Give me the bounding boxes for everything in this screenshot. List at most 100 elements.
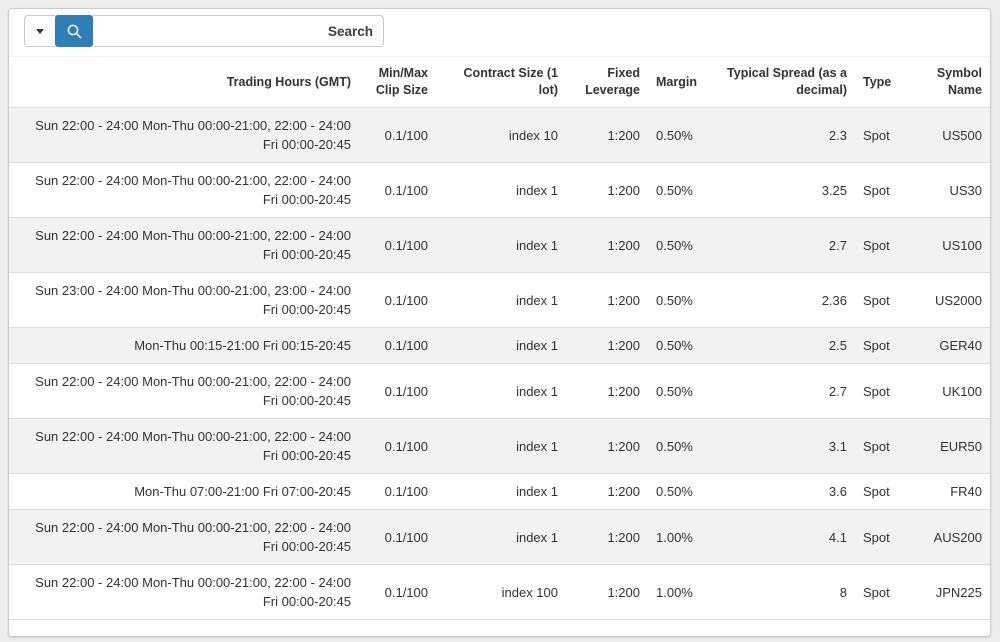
cell-contract: index 1 <box>436 272 566 328</box>
cell-spread: 2.7 <box>712 217 855 273</box>
cell-hours: Sun 23:00 - 24:00 Mon-Thu 00:00-21:00, 2… <box>9 272 359 328</box>
cell-hours: Sun 22:00 - 24:00 Mon-Thu 00:00-21:00, 2… <box>9 217 359 273</box>
cell-clip: 0.1/100 <box>359 509 436 565</box>
column-header-hours: Trading Hours (GMT) <box>9 56 359 108</box>
cell-margin: 0.50% <box>648 473 712 510</box>
column-header-spread: Typical Spread (as a decimal) <box>712 56 855 108</box>
caret-down-icon <box>36 28 44 34</box>
cell-leverage: 1:200 <box>566 363 648 419</box>
table-row: Mon-Thu 07:00-21:00 Fri 07:00-20:45 0.1/1… <box>9 473 990 510</box>
table-row: Sun 22:00 - 24:00 Mon-Thu 00:00-21:00, 2… <box>9 418 990 474</box>
search-filter-dropdown-button[interactable] <box>24 15 55 47</box>
cell-leverage: 1:200 <box>566 418 648 474</box>
cell-symbol: EUR50 <box>922 418 990 474</box>
cell-margin: 0.50% <box>648 162 712 218</box>
cell-margin: 0.50% <box>648 107 712 163</box>
search-icon <box>67 24 81 38</box>
table-header-row: Trading Hours (GMT) Min/Max Clip Size Cont… <box>9 56 990 108</box>
cell-hours: Sun 22:00 - 24:00 Mon-Thu 00:00-21:00, 2… <box>9 564 359 620</box>
column-header-type: Type <box>855 56 922 108</box>
cell-contract: index 1 <box>436 418 566 474</box>
cell-contract: index 1 <box>436 509 566 565</box>
cell-symbol: UK100 <box>922 363 990 419</box>
cell-hours: Sun 22:00 - 24:00 Mon-Thu 00:00-21:00, 2… <box>9 107 359 163</box>
cell-type: Spot <box>855 217 922 273</box>
cell-contract: index 1 <box>436 363 566 419</box>
column-header-contract: Contract Size (1 lot) <box>436 56 566 108</box>
cell-spread: 3.6 <box>712 473 855 510</box>
cell-spread: 2.36 <box>712 272 855 328</box>
cell-symbol: GER40 <box>922 327 990 364</box>
cell-clip: 0.1/100 <box>359 272 436 328</box>
table-row: Sun 22:00 - 24:00 Mon-Thu 00:00-21:00, 2… <box>9 509 990 565</box>
column-header-symbol: Symbol Name <box>922 56 990 108</box>
cell-hours: Sun 22:00 - 24:00 Mon-Thu 00:00-21:00, 2… <box>9 418 359 474</box>
column-header-clip: Min/Max Clip Size <box>359 56 436 108</box>
cell-leverage: 1:200 <box>566 107 648 163</box>
cell-spread: 2.7 <box>712 363 855 419</box>
cell-clip: 0.1/100 <box>359 418 436 474</box>
cell-contract: index 1 <box>436 327 566 364</box>
cell-hours: Sun 22:00 - 24:00 Mon-Thu 00:00-21:00, 2… <box>9 363 359 419</box>
cell-margin: 0.50% <box>648 272 712 328</box>
search-submit-button[interactable] <box>55 15 93 47</box>
cell-spread: 3.25 <box>712 162 855 218</box>
cell-hours: Sun 22:00 - 24:00 Mon-Thu 00:00-21:00, 2… <box>9 509 359 565</box>
search-toolbar <box>9 9 990 56</box>
cell-clip: 0.1/100 <box>359 363 436 419</box>
column-header-margin: Margin <box>648 56 712 108</box>
cell-type: Spot <box>855 564 922 620</box>
cell-spread: 8 <box>712 564 855 620</box>
table-row: Sun 22:00 - 24:00 Mon-Thu 00:00-21:00, 2… <box>9 363 990 419</box>
table-body: Sun 22:00 - 24:00 Mon-Thu 00:00-21:00, 2… <box>9 107 990 620</box>
cell-hours: Mon-Thu 07:00-21:00 Fri 07:00-20:45 <box>9 473 359 510</box>
cell-symbol: US100 <box>922 217 990 273</box>
cell-clip: 0.1/100 <box>359 564 436 620</box>
cell-clip: 0.1/100 <box>359 473 436 510</box>
cell-contract: index 1 <box>436 473 566 510</box>
instruments-table: Trading Hours (GMT) Min/Max Clip Size Cont… <box>9 56 990 620</box>
cell-spread: 2.5 <box>712 327 855 364</box>
cell-type: Spot <box>855 363 922 419</box>
cell-clip: 0.1/100 <box>359 327 436 364</box>
cell-symbol: FR40 <box>922 473 990 510</box>
cell-contract: index 10 <box>436 107 566 163</box>
cell-margin: 0.50% <box>648 418 712 474</box>
cell-leverage: 1:200 <box>566 564 648 620</box>
cell-type: Spot <box>855 473 922 510</box>
cell-type: Spot <box>855 418 922 474</box>
table-row: Sun 22:00 - 24:00 Mon-Thu 00:00-21:00, 2… <box>9 107 990 163</box>
cell-symbol: US30 <box>922 162 990 218</box>
cell-type: Spot <box>855 509 922 565</box>
cell-symbol: JPN225 <box>922 564 990 620</box>
cell-leverage: 1:200 <box>566 327 648 364</box>
cell-spread: 3.1 <box>712 418 855 474</box>
cell-symbol: AUS200 <box>922 509 990 565</box>
cell-symbol: US2000 <box>922 272 990 328</box>
cell-leverage: 1:200 <box>566 217 648 273</box>
table-row: Sun 22:00 - 24:00 Mon-Thu 00:00-21:00, 2… <box>9 162 990 218</box>
cell-leverage: 1:200 <box>566 162 648 218</box>
cell-margin: 0.50% <box>648 363 712 419</box>
cell-contract: index 100 <box>436 564 566 620</box>
cell-clip: 0.1/100 <box>359 107 436 163</box>
cell-type: Spot <box>855 272 922 328</box>
cell-margin: 1.00% <box>648 564 712 620</box>
cell-leverage: 1:200 <box>566 473 648 510</box>
cell-contract: index 1 <box>436 162 566 218</box>
table-row: Sun 23:00 - 24:00 Mon-Thu 00:00-21:00, 2… <box>9 272 990 328</box>
search-input[interactable] <box>93 15 384 47</box>
table-row: Sun 22:00 - 24:00 Mon-Thu 00:00-21:00, 2… <box>9 217 990 273</box>
instruments-card: Trading Hours (GMT)Min/Max Clip SizeCont… <box>8 8 991 637</box>
cell-contract: index 1 <box>436 217 566 273</box>
column-header-leverage: Fixed Leverage <box>566 56 648 108</box>
cell-margin: 0.50% <box>648 327 712 364</box>
cell-hours: Mon-Thu 00:15-21:00 Fri 00:15-20:45 <box>9 327 359 364</box>
cell-type: Spot <box>855 107 922 163</box>
cell-type: Spot <box>855 162 922 218</box>
cell-leverage: 1:200 <box>566 509 648 565</box>
cell-symbol: US500 <box>922 107 990 163</box>
cell-margin: 1.00% <box>648 509 712 565</box>
table-row: Mon-Thu 00:15-21:00 Fri 00:15-20:45 0.1/1… <box>9 327 990 364</box>
cell-clip: 0.1/100 <box>359 162 436 218</box>
